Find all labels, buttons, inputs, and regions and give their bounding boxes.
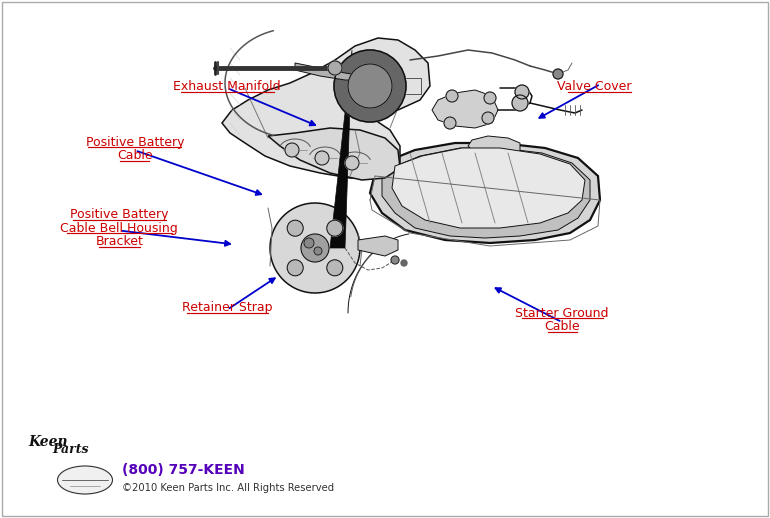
Polygon shape: [392, 148, 585, 228]
Text: Cable: Cable: [117, 149, 152, 162]
Polygon shape: [270, 203, 360, 293]
Text: Positive Battery: Positive Battery: [85, 136, 184, 149]
Circle shape: [285, 143, 299, 157]
Circle shape: [304, 238, 314, 248]
Text: Cable: Cable: [544, 320, 580, 333]
Circle shape: [287, 220, 303, 236]
Text: ©2010 Keen Parts Inc. All Rights Reserved: ©2010 Keen Parts Inc. All Rights Reserve…: [122, 483, 334, 493]
Circle shape: [326, 260, 343, 276]
Ellipse shape: [58, 466, 112, 494]
Polygon shape: [370, 143, 600, 243]
Circle shape: [553, 69, 563, 79]
Polygon shape: [295, 63, 365, 80]
Polygon shape: [222, 38, 430, 178]
Circle shape: [482, 112, 494, 124]
Polygon shape: [382, 148, 590, 238]
Circle shape: [334, 50, 406, 122]
Text: Positive Battery: Positive Battery: [70, 208, 169, 221]
Circle shape: [314, 247, 322, 255]
Text: Exhaust Manifold: Exhaust Manifold: [173, 80, 281, 93]
Circle shape: [328, 61, 342, 75]
Circle shape: [391, 256, 399, 264]
Circle shape: [444, 117, 456, 129]
Text: Starter Ground: Starter Ground: [515, 307, 609, 320]
Circle shape: [301, 234, 329, 262]
Text: Retainer Strap: Retainer Strap: [182, 301, 273, 314]
Polygon shape: [358, 236, 398, 256]
Text: (800) 757-KEEN: (800) 757-KEEN: [122, 463, 245, 477]
Circle shape: [512, 95, 528, 111]
Circle shape: [315, 151, 329, 165]
Text: Parts: Parts: [52, 443, 89, 456]
Text: Valve Cover: Valve Cover: [557, 80, 631, 93]
Circle shape: [401, 260, 407, 266]
Circle shape: [287, 260, 303, 276]
Text: Cable Bell Housing: Cable Bell Housing: [61, 222, 178, 235]
Polygon shape: [330, 50, 352, 248]
Circle shape: [348, 64, 392, 108]
Circle shape: [326, 220, 343, 236]
Text: Bracket: Bracket: [95, 235, 143, 248]
Circle shape: [446, 90, 458, 102]
Polygon shape: [468, 136, 520, 158]
Polygon shape: [268, 128, 400, 180]
Circle shape: [484, 92, 496, 104]
Circle shape: [345, 156, 359, 170]
Circle shape: [515, 85, 529, 99]
Text: Keen: Keen: [28, 435, 68, 449]
Polygon shape: [432, 90, 498, 128]
